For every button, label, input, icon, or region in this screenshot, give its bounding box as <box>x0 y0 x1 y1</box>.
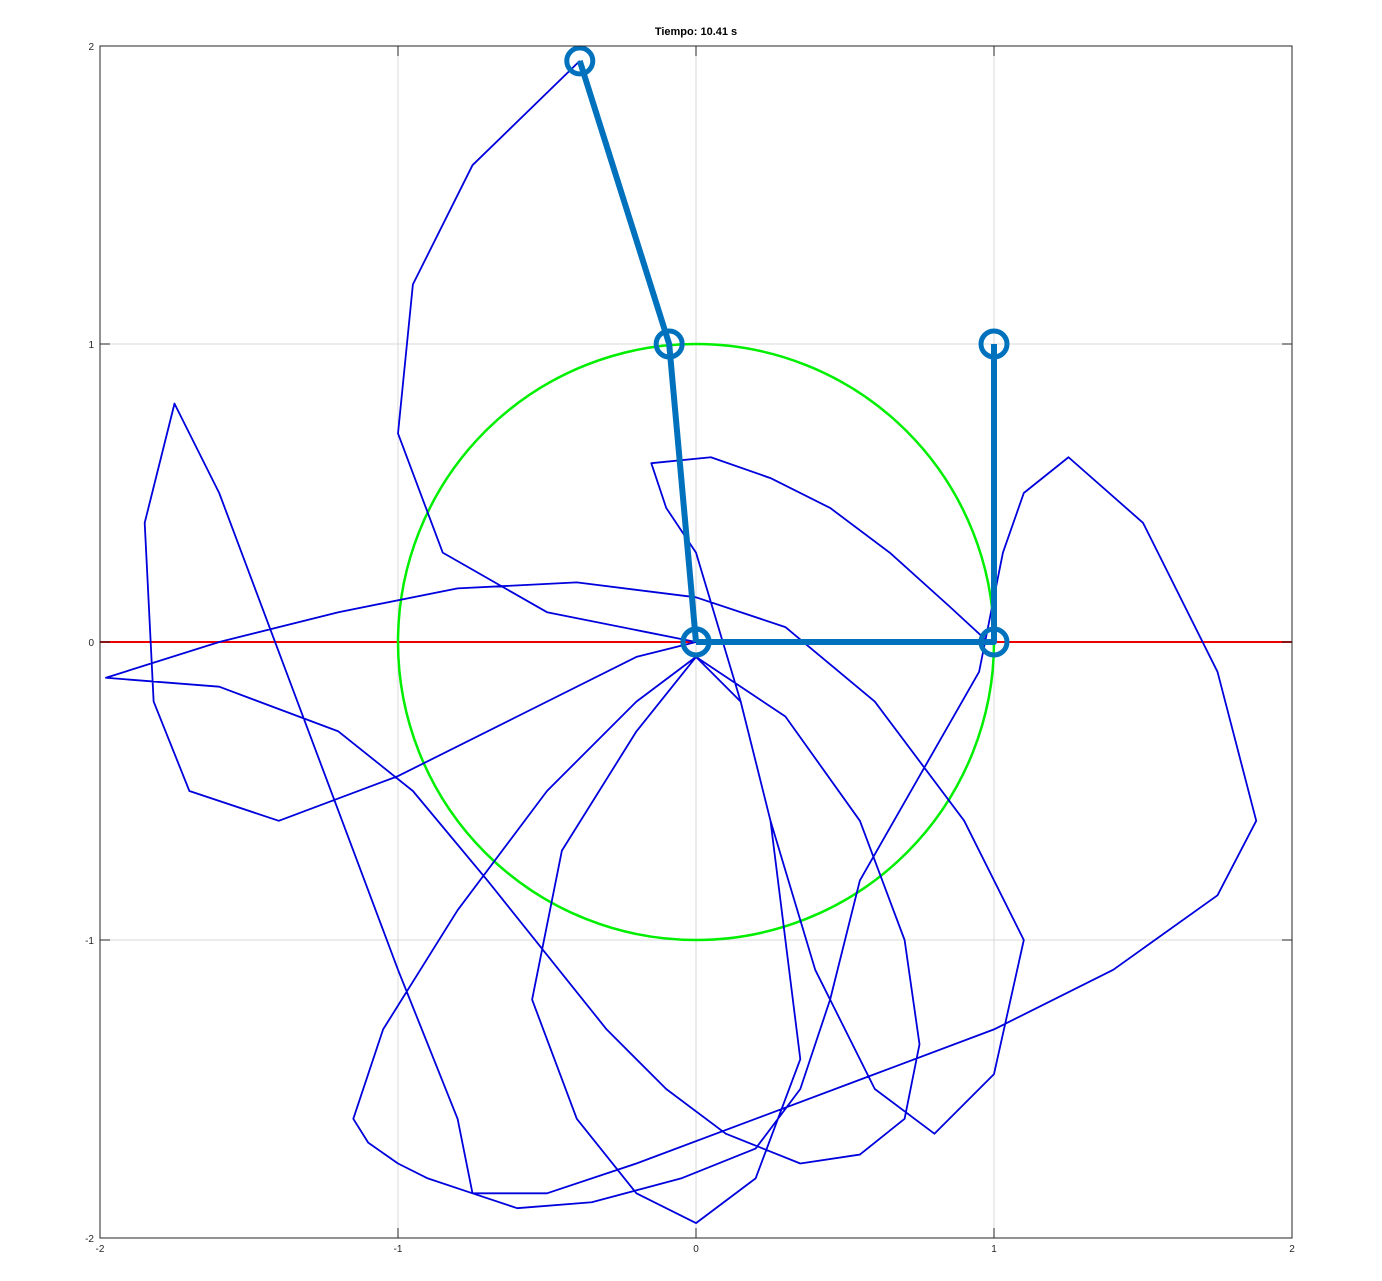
x-tick-label: 1 <box>991 1244 997 1255</box>
pendulum-right-joint <box>978 328 1010 360</box>
chart-title: Tiempo: 10.41 s <box>655 26 737 38</box>
y-tick-label: 0 <box>88 638 94 649</box>
pendulum-right-joint <box>680 626 712 658</box>
y-tick-label: -1 <box>85 936 94 947</box>
pendulum-left-arm <box>576 59 699 643</box>
y-tick-label: 1 <box>88 340 94 351</box>
pendulum-right-joint <box>978 626 1010 658</box>
trajectory-trace <box>105 60 1258 1224</box>
pendulum-left-joint <box>564 45 596 77</box>
y-tick-label: 2 <box>88 42 94 53</box>
pendulum-right-arm <box>696 344 997 645</box>
axis-ticks: -2 -1 0 1 2 2 1 0 -1 -2 <box>85 42 1295 1255</box>
x-tick-label: 2 <box>1289 1244 1295 1255</box>
x-tick-label: -2 <box>96 1244 105 1255</box>
x-tick-label: -1 <box>394 1244 403 1255</box>
plot-data <box>100 45 1292 1224</box>
x-tick-label: 0 <box>693 1244 699 1255</box>
pendulum-left-joint <box>653 328 685 360</box>
y-tick-label: -2 <box>85 1234 94 1245</box>
